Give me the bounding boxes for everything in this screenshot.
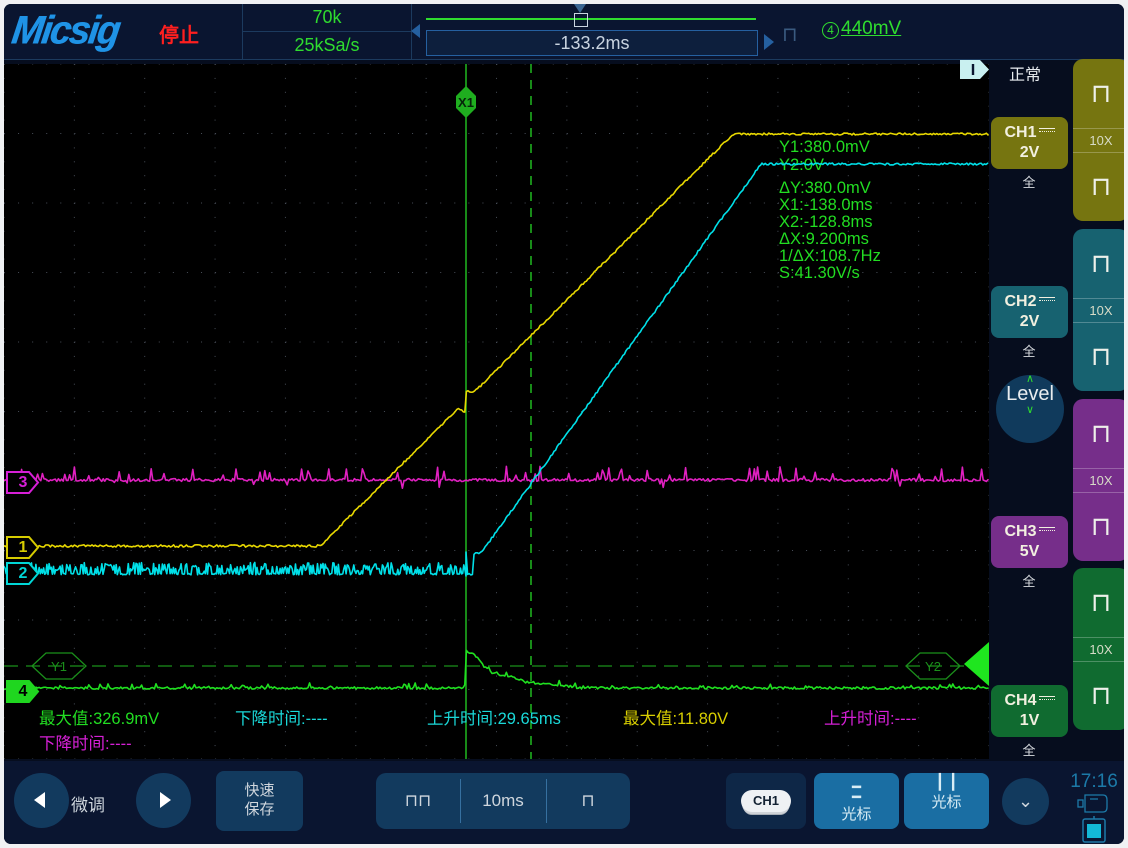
svg-text:Y2:0V: Y2:0V [779, 156, 824, 174]
svg-text:X1: X1 [458, 95, 474, 110]
svg-text:Y1:380.0mV: Y1:380.0mV [779, 138, 870, 156]
svg-text:S:41.30V/s: S:41.30V/s [779, 264, 860, 282]
svg-text:1/ΔX:108.7Hz: 1/ΔX:108.7Hz [779, 247, 881, 265]
svg-text:Y1: Y1 [51, 659, 67, 674]
svg-text:X1:-138.0ms: X1:-138.0ms [779, 196, 873, 214]
svg-text:ΔX:9.200ms: ΔX:9.200ms [779, 230, 869, 248]
svg-text:Y2: Y2 [925, 659, 941, 674]
svg-text:ΔY:380.0mV: ΔY:380.0mV [779, 179, 871, 197]
svg-text:X2:-128.8ms: X2:-128.8ms [779, 213, 873, 231]
